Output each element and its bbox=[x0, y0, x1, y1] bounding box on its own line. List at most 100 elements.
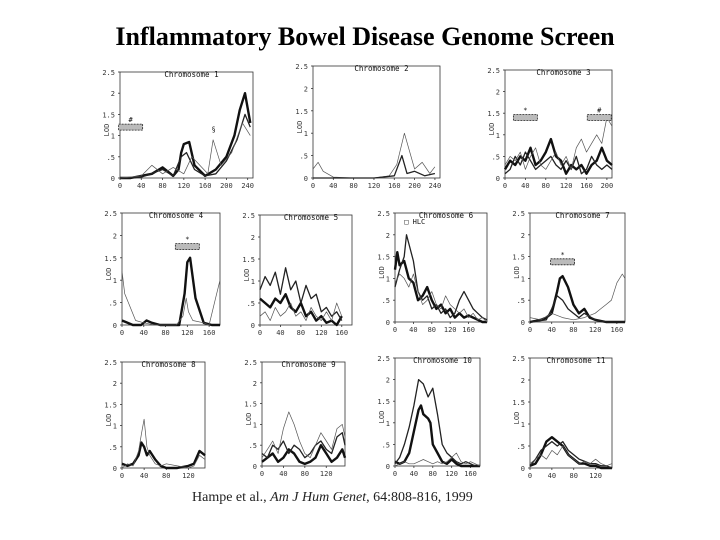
y-tick-label: 1 bbox=[521, 275, 525, 283]
y-tick-label: .5 bbox=[300, 153, 308, 161]
y-tick-label: 1 bbox=[521, 421, 525, 429]
linkage-marker-label: * bbox=[523, 107, 527, 115]
x-tick-label: 80 bbox=[349, 182, 357, 190]
y-tick-label: 2.5 bbox=[512, 355, 525, 363]
panel-frame bbox=[529, 357, 613, 469]
x-tick-label: 160 bbox=[388, 182, 401, 190]
y-tick-label: 1 bbox=[496, 132, 500, 140]
y-tick-label: 1 bbox=[253, 421, 257, 429]
panel-annotation: □ HLC bbox=[404, 218, 425, 226]
lod-curve-thin bbox=[529, 273, 626, 321]
y-tick-label: 2.5 bbox=[512, 210, 525, 218]
citation-details: , 64:808-816, 1999 bbox=[366, 490, 473, 505]
y-tick-label: 1.5 bbox=[295, 108, 308, 116]
y-tick-label: 2 bbox=[386, 232, 390, 240]
y-tick-label: .5 bbox=[247, 300, 255, 308]
lod-curve-thin bbox=[119, 122, 251, 179]
lod-curve-thin bbox=[394, 452, 481, 467]
y-axis-label: LOD bbox=[378, 266, 386, 279]
y-tick-label: 2.5 bbox=[487, 67, 500, 75]
x-tick-label: 40 bbox=[140, 472, 148, 480]
x-tick-label: 40 bbox=[276, 329, 284, 337]
x-tick-label: 120 bbox=[444, 326, 457, 334]
y-tick-label: 2.5 bbox=[244, 359, 257, 367]
citation-authors: Hampe et al., bbox=[192, 490, 271, 505]
x-tick-label: 0 bbox=[528, 472, 532, 480]
x-tick-label: 40 bbox=[521, 182, 529, 190]
x-tick-label: 240 bbox=[429, 182, 442, 190]
y-tick-label: 1 bbox=[386, 275, 390, 283]
lod-curve-medium bbox=[313, 154, 436, 179]
y-tick-label: 2.5 bbox=[242, 212, 255, 220]
y-tick-label: 2.5 bbox=[377, 355, 390, 363]
lod-curve-thick bbox=[120, 91, 252, 180]
lod-curve-medium bbox=[529, 295, 625, 323]
x-tick-label: 120 bbox=[589, 472, 602, 480]
citation-journal: Am J Hum Genet bbox=[270, 490, 367, 505]
x-tick-label: 0 bbox=[393, 470, 397, 478]
x-tick-label: 120 bbox=[182, 472, 195, 480]
x-tick-label: 120 bbox=[589, 326, 602, 334]
lod-curve-medium bbox=[529, 440, 613, 469]
x-tick-label: 160 bbox=[199, 182, 212, 190]
lod-curve-thin bbox=[121, 418, 206, 469]
x-tick-label: 40 bbox=[409, 326, 417, 334]
x-tick-label: 160 bbox=[611, 326, 624, 334]
x-tick-label: 0 bbox=[528, 326, 532, 334]
x-tick-label: 240 bbox=[241, 182, 254, 190]
x-tick-label: 40 bbox=[547, 326, 555, 334]
y-tick-label: 1.5 bbox=[487, 110, 500, 118]
linkage-marker-label: # bbox=[129, 116, 134, 124]
y-tick-label: .5 bbox=[382, 441, 390, 449]
x-tick-label: 80 bbox=[569, 326, 577, 334]
y-tick-label: 2.5 bbox=[104, 359, 117, 367]
y-tick-label: 2 bbox=[496, 89, 500, 97]
lod-curve-thin bbox=[529, 445, 613, 467]
y-axis-label: LOD bbox=[103, 124, 111, 137]
panel-title: Chromosome 11 bbox=[547, 356, 606, 365]
lod-curve-medium bbox=[394, 234, 488, 321]
y-tick-label: 0 bbox=[253, 463, 257, 471]
lod-curve-thin bbox=[394, 273, 488, 323]
y-axis-label: LOD bbox=[378, 411, 386, 424]
panel-annotation: § bbox=[212, 125, 216, 133]
x-tick-label: 200 bbox=[220, 182, 233, 190]
y-tick-label: 2.5 bbox=[377, 210, 390, 218]
y-axis-label: LOD bbox=[488, 123, 496, 136]
y-tick-label: .5 bbox=[382, 297, 390, 305]
linkage-marker-bar bbox=[586, 114, 612, 121]
y-tick-label: 2 bbox=[304, 85, 308, 93]
y-tick-label: 0 bbox=[113, 322, 117, 330]
x-tick-label: 0 bbox=[503, 182, 507, 190]
y-tick-label: 1 bbox=[304, 130, 308, 138]
y-tick-label: .5 bbox=[109, 300, 117, 308]
x-tick-label: 160 bbox=[462, 326, 475, 334]
y-tick-label: 2 bbox=[251, 234, 255, 242]
y-axis-label: LOD bbox=[105, 414, 113, 427]
slide-title: Inflammatory Bowel Disease Genome Screen bbox=[115, 22, 615, 51]
lod-curve-thick bbox=[261, 444, 347, 466]
x-tick-label: 80 bbox=[542, 182, 550, 190]
panel-title: Chromosome 7 bbox=[555, 211, 609, 220]
y-tick-label: 1.5 bbox=[102, 111, 115, 119]
y-tick-label: 1 bbox=[113, 277, 117, 285]
y-axis-label: LOD bbox=[296, 121, 304, 134]
panel-title: Chromosome 5 bbox=[284, 213, 338, 222]
x-tick-label: 120 bbox=[368, 182, 381, 190]
y-tick-label: 0 bbox=[386, 319, 390, 327]
citation: Hampe et al., Am J Hum Genet, 64:808-816… bbox=[192, 490, 473, 506]
linkage-marker-label: * bbox=[560, 251, 564, 259]
y-tick-label: 2 bbox=[111, 90, 115, 98]
linkage-marker-bar bbox=[550, 258, 575, 266]
y-tick-label: 0 bbox=[113, 465, 117, 473]
lod-curve-medium bbox=[504, 151, 613, 175]
x-tick-label: 0 bbox=[260, 470, 264, 478]
lod-curve-medium bbox=[259, 267, 343, 321]
panel-title: Chromosome 9 bbox=[281, 360, 335, 369]
y-tick-label: 0 bbox=[521, 465, 525, 473]
panel-title: Chromosome 4 bbox=[149, 211, 204, 220]
x-tick-label: 160 bbox=[464, 470, 477, 478]
linkage-marker-bar bbox=[118, 123, 144, 131]
x-tick-label: 200 bbox=[601, 182, 614, 190]
